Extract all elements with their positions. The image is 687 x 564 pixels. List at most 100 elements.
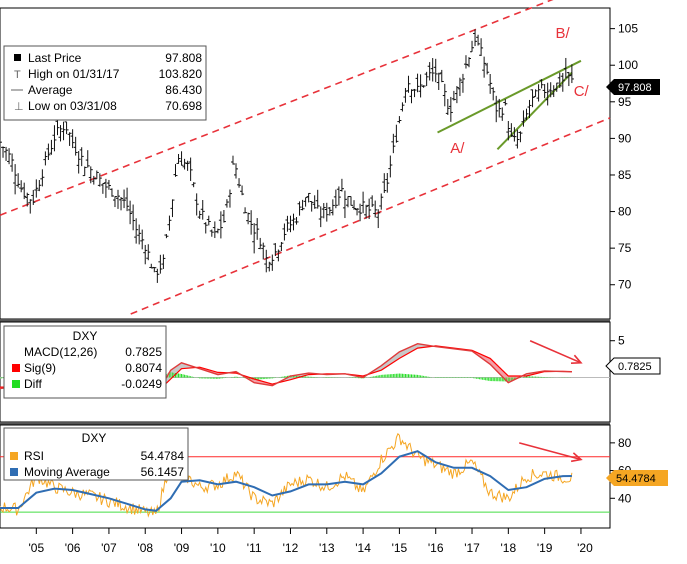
ohlc-bar bbox=[70, 129, 75, 149]
ohlc-bar bbox=[255, 218, 260, 240]
channel-line bbox=[130, 117, 611, 315]
ohlc-bar bbox=[527, 99, 532, 119]
ohlc-bar bbox=[473, 29, 478, 47]
ohlc-bar bbox=[61, 121, 66, 141]
ohlc-bar bbox=[234, 163, 239, 179]
ohlc-bar bbox=[13, 164, 18, 195]
x-tick-label: '05 bbox=[28, 541, 44, 555]
low-marker-icon: ⊥ bbox=[14, 101, 24, 113]
y-tick-label: 90 bbox=[618, 131, 632, 145]
ohlc-bar bbox=[161, 254, 166, 269]
ohlc-bar bbox=[164, 234, 169, 239]
ohlc-bar bbox=[451, 90, 456, 101]
legend-label: Sig(9) bbox=[24, 361, 56, 375]
rsi-value-tag: 54.4784 bbox=[606, 470, 668, 486]
ohlc-bar bbox=[506, 120, 511, 141]
ohlc-bar bbox=[327, 206, 332, 216]
ohlc-bar bbox=[557, 72, 562, 88]
wave-label: C/ bbox=[574, 83, 590, 100]
panel-divider bbox=[0, 422, 610, 425]
ohlc-bar bbox=[230, 155, 235, 165]
x-tick-label: '20 bbox=[577, 541, 593, 555]
legend-label: Moving Average bbox=[24, 465, 110, 479]
ohlc-bar bbox=[76, 151, 81, 174]
x-tick-label: '19 bbox=[537, 541, 553, 555]
price-value-tag: 97.808 bbox=[606, 79, 660, 95]
rsi-moving-average-line bbox=[0, 450, 572, 512]
ohlc-bar bbox=[52, 125, 57, 152]
ohlc-bar bbox=[485, 62, 490, 75]
ohlc-bar bbox=[376, 209, 381, 229]
ohlc-bar bbox=[152, 266, 157, 273]
ohlc-bar bbox=[333, 189, 338, 209]
ohlc-bar bbox=[303, 197, 308, 207]
legend-value: 70.698 bbox=[165, 99, 202, 113]
ohlc-bar bbox=[191, 182, 196, 188]
ohlc-bar bbox=[273, 243, 278, 257]
ohlc-bar bbox=[109, 188, 114, 197]
ohlc-bar bbox=[297, 201, 302, 216]
ohlc-bar bbox=[370, 195, 375, 207]
ohlc-bar bbox=[367, 198, 372, 219]
ohlc-bar bbox=[179, 151, 184, 166]
ohlc-bar bbox=[40, 169, 45, 187]
price-marks: A/B/C/ bbox=[0, 0, 611, 315]
ohlc-bar bbox=[258, 237, 263, 250]
ohlc-bar bbox=[237, 178, 242, 188]
ohlc-bar bbox=[194, 193, 199, 216]
ohlc-bar bbox=[315, 189, 320, 209]
ohlc-bar bbox=[427, 62, 432, 81]
ohlc-bar bbox=[49, 139, 54, 155]
ohlc-bar bbox=[137, 224, 142, 245]
macd-title: DXY bbox=[73, 329, 98, 343]
ohlc-bar bbox=[200, 200, 205, 220]
ohlc-bar bbox=[388, 155, 393, 178]
ohlc-bar bbox=[261, 242, 266, 260]
channel-line bbox=[0, 0, 554, 216]
ohlc-bar bbox=[542, 84, 547, 99]
y-tick-label: 70 bbox=[618, 278, 632, 292]
ohlc-bar bbox=[249, 210, 254, 235]
ohlc-bar bbox=[476, 34, 481, 46]
ohlc-bar bbox=[436, 72, 441, 90]
ohlc-bar bbox=[264, 249, 269, 273]
last-price-marker-icon bbox=[14, 54, 21, 61]
ohlc-bar bbox=[134, 218, 139, 244]
x-tick-label: '13 bbox=[319, 541, 335, 555]
ohlc-bar bbox=[385, 172, 390, 193]
ohlc-bar bbox=[339, 178, 344, 192]
ohlc-bar bbox=[321, 203, 326, 219]
ohlc-bar bbox=[100, 182, 105, 194]
ohlc-bar bbox=[106, 179, 111, 190]
arrow-head bbox=[570, 354, 583, 364]
x-tick-label: '10 bbox=[210, 541, 226, 555]
arrow-shaft bbox=[519, 442, 582, 461]
ohlc-bar bbox=[324, 202, 329, 222]
ohlc-bar bbox=[521, 110, 526, 127]
ohlc-bar bbox=[79, 147, 84, 167]
ohlc-bar bbox=[457, 77, 462, 97]
ohlc-bar bbox=[509, 123, 514, 137]
ohlc-bar bbox=[364, 204, 369, 219]
ohlc-bar bbox=[209, 229, 214, 237]
ohlc-bar bbox=[128, 200, 133, 225]
legend-label: Diff bbox=[24, 377, 42, 391]
moving-average-swatch-icon bbox=[10, 468, 18, 476]
x-tick-label: '11 bbox=[247, 541, 262, 555]
ohlc-bar bbox=[185, 160, 190, 171]
ohlc-bar bbox=[533, 89, 538, 97]
ohlc-bar bbox=[548, 82, 553, 98]
ohlc-bar bbox=[243, 207, 248, 214]
ohlc-bar bbox=[170, 199, 175, 218]
ohlc-bar bbox=[309, 201, 314, 212]
ohlc-bar bbox=[318, 206, 323, 228]
ohlc-bar bbox=[64, 121, 69, 135]
ohlc-bar bbox=[25, 192, 30, 207]
ohlc-bar bbox=[176, 153, 181, 164]
ohlc-bar bbox=[460, 73, 465, 93]
ohlc-bar bbox=[409, 89, 414, 104]
y-tick-label: 105 bbox=[618, 22, 638, 36]
rsi-tag-text: 54.4784 bbox=[616, 473, 656, 485]
high-marker-icon: T bbox=[14, 69, 21, 81]
ohlc-bar bbox=[348, 196, 353, 206]
